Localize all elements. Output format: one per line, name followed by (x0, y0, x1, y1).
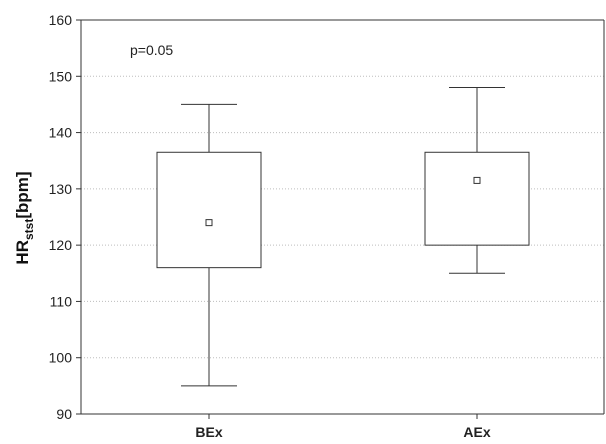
y-tick-label-150: 150 (49, 68, 73, 84)
y-tick-label-120: 120 (49, 237, 73, 253)
y-axis-label-unit: [bpm] (13, 171, 32, 218)
y-tick-label-140: 140 (49, 125, 73, 141)
y-tick-label-100: 100 (49, 350, 73, 366)
median-marker (473, 176, 481, 184)
y-tick-label-160: 160 (49, 12, 73, 28)
x-tick-label-BEx: BEx (195, 424, 222, 440)
box-plot-series (156, 87, 530, 387)
y-axis-label-main: HR (13, 240, 32, 265)
x-tick-label-AEx: AEx (463, 424, 490, 440)
box-AEx (424, 87, 530, 274)
y-tick-label-130: 130 (49, 181, 73, 197)
y-axis-label: HRstst[bpm] (13, 171, 36, 264)
y-tick-label-110: 110 (50, 293, 73, 309)
y-tick-label-90: 90 (56, 406, 72, 422)
box-rect (424, 151, 530, 246)
axes (76, 19, 605, 419)
tick-labels: 90 100 110 120 130 140 150 160 BEx AEx (49, 12, 491, 440)
median-marker (205, 219, 213, 227)
box-rect (156, 151, 262, 269)
p-value-annotation: p=0.05 (130, 42, 173, 58)
box-BEx (156, 103, 262, 387)
y-axis-label-subscript: stst (22, 219, 36, 240)
